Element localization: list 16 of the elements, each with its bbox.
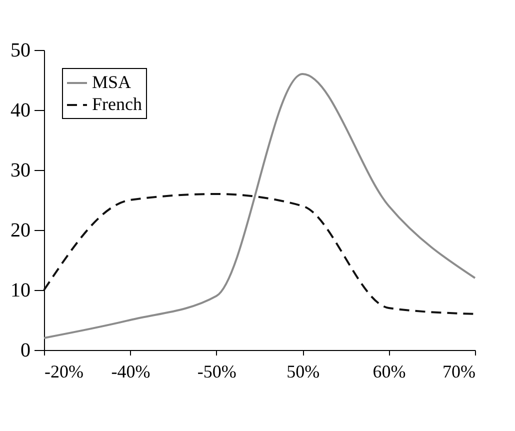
x-tick-label: 50% <box>286 362 320 382</box>
x-tick-label: 70% <box>442 362 476 382</box>
y-tick-label: 10 <box>10 280 30 302</box>
y-tick-label: 50 <box>10 40 30 62</box>
legend-label: French <box>92 94 142 114</box>
y-tick-label: 30 <box>10 160 30 182</box>
x-tick-label: 60% <box>372 362 406 382</box>
x-tick-label: -50% <box>197 362 236 382</box>
y-tick-label: 20 <box>10 220 30 242</box>
x-tick-label: -40% <box>111 362 150 382</box>
y-tick-label: 0 <box>20 340 30 362</box>
legend-label: MSA <box>92 72 132 92</box>
line-series <box>43 193 476 315</box>
line-series <box>43 73 476 339</box>
x-tick-label: -20% <box>44 362 84 382</box>
y-tick-label: 40 <box>10 100 30 122</box>
